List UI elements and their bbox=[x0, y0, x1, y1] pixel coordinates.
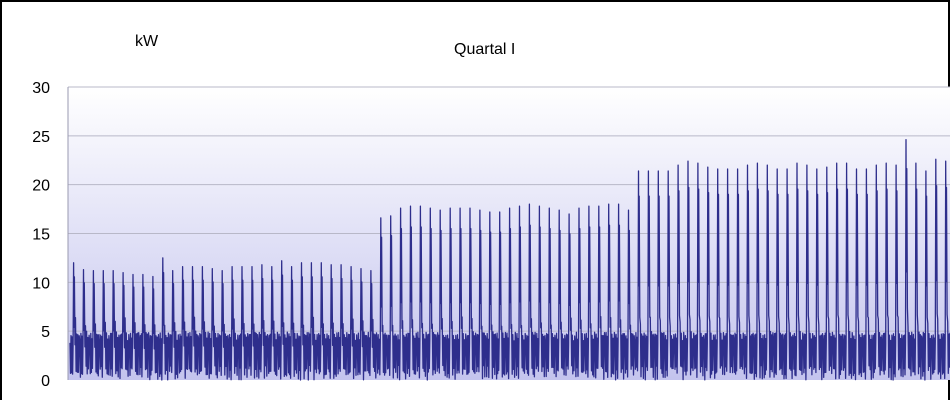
y-tick-label-15: 15 bbox=[32, 227, 50, 244]
y-axis-ticks: 0 5 10 15 20 25 30 bbox=[32, 80, 50, 390]
y-tick-label-30: 30 bbox=[32, 80, 50, 97]
y-axis-unit-label: kW bbox=[135, 33, 159, 50]
y-tick-label-0: 0 bbox=[41, 373, 50, 390]
y-tick-label-5: 5 bbox=[41, 324, 50, 341]
chart-title: Quartal I bbox=[454, 41, 515, 58]
y-tick-label-20: 20 bbox=[32, 178, 50, 195]
series-line-power bbox=[69, 139, 950, 381]
y-tick-label-25: 25 bbox=[32, 129, 50, 146]
y-tick-label-10: 10 bbox=[32, 275, 50, 292]
